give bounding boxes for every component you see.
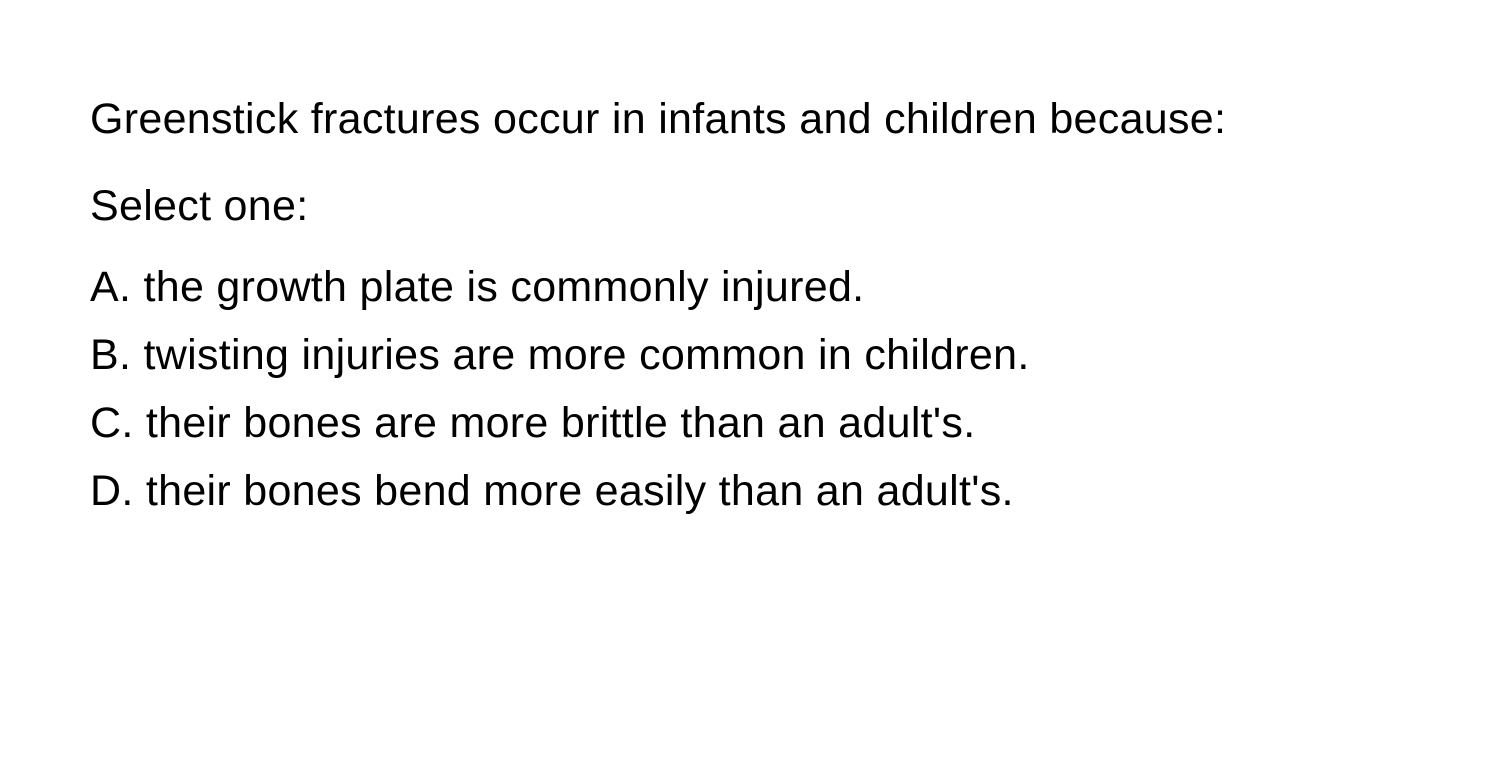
question-stem: Greenstick fractures occur in infants an… xyxy=(90,80,1410,160)
option-c[interactable]: C. their bones are more brittle than an … xyxy=(90,390,1410,458)
option-b[interactable]: B. twisting injuries are more common in … xyxy=(90,322,1410,390)
select-prompt: Select one: xyxy=(90,172,1410,241)
option-label: C. xyxy=(90,399,134,447)
option-a[interactable]: A. the growth plate is commonly injured. xyxy=(90,254,1410,322)
option-text: their bones are more brittle than an adu… xyxy=(146,399,976,447)
option-text: the growth plate is commonly injured. xyxy=(143,263,864,311)
options-list: A. the growth plate is commonly injured.… xyxy=(90,254,1410,526)
option-label: B. xyxy=(90,331,131,379)
option-label: A. xyxy=(90,263,131,311)
option-text: their bones bend more easily than an adu… xyxy=(146,467,1014,515)
option-d[interactable]: D. their bones bend more easily than an … xyxy=(90,458,1410,526)
option-label: D. xyxy=(90,467,134,515)
option-text: twisting injuries are more common in chi… xyxy=(143,331,1029,379)
